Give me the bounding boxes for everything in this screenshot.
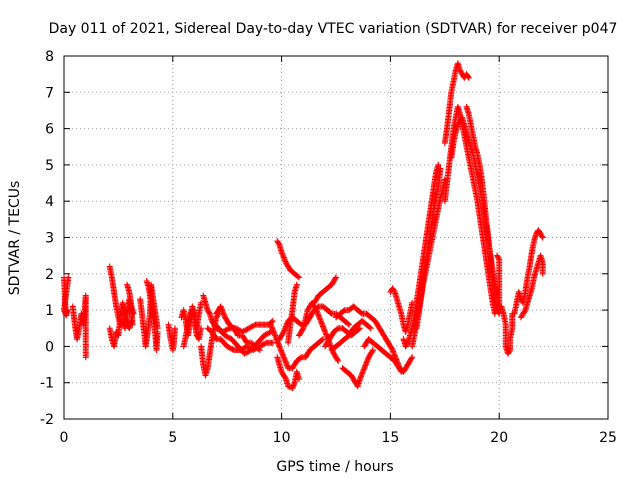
- y-tick-label: 0: [45, 339, 54, 355]
- data-point: [435, 161, 442, 168]
- x-tick-label: 0: [60, 430, 69, 446]
- data-point: [293, 281, 300, 288]
- data-point: [369, 348, 376, 355]
- x-axis-label: GPS time / hours: [276, 459, 393, 475]
- data-point: [404, 340, 411, 347]
- data-point: [539, 270, 546, 277]
- data-point: [296, 376, 303, 383]
- data-point: [229, 346, 236, 353]
- data-point: [506, 348, 513, 355]
- data-point: [251, 322, 258, 329]
- data-point: [65, 274, 72, 281]
- chart-title: Day 011 of 2021, Sidereal Day-to-day VTE…: [49, 21, 618, 37]
- data-point: [539, 234, 546, 241]
- data-point: [225, 325, 232, 332]
- data-point: [294, 273, 301, 280]
- data-point: [356, 325, 363, 332]
- x-tick-label: 10: [273, 430, 291, 446]
- data-point: [437, 165, 444, 172]
- y-tick-label: -2: [40, 412, 54, 428]
- data-point: [275, 240, 282, 247]
- x-tick-label: 15: [381, 430, 399, 446]
- data-point: [130, 310, 137, 317]
- data-point: [282, 374, 289, 381]
- data-point: [333, 274, 339, 281]
- y-axis-label: SDTVAR / TECUs: [7, 181, 23, 296]
- data-point: [495, 255, 502, 262]
- y-tick-label: 1: [45, 303, 54, 319]
- data-point: [262, 340, 269, 347]
- data-point: [346, 321, 353, 328]
- x-tick-label: 25: [599, 430, 617, 446]
- data-point: [312, 305, 319, 312]
- data-point: [296, 274, 303, 281]
- data-point: [538, 233, 545, 240]
- y-tick-label: -1: [40, 376, 54, 392]
- data-point: [269, 317, 276, 324]
- data-point: [171, 325, 178, 332]
- y-tick-label: 5: [45, 158, 54, 174]
- x-tick-labels: 0 5 10 15 20 25: [60, 430, 617, 446]
- plot-frame: [63, 55, 609, 420]
- y-tick-labels: -2 -1 0 1 2 3 4 5 6 7 8: [40, 49, 54, 428]
- data-point: [367, 325, 374, 332]
- data-point: [154, 328, 161, 335]
- data-point: [408, 355, 415, 362]
- data-point: [409, 354, 416, 361]
- data-point: [128, 317, 135, 324]
- data-point: [299, 326, 306, 333]
- data-point: [332, 275, 339, 282]
- data-point: [465, 74, 472, 81]
- data-point: [198, 325, 205, 332]
- data-point: [465, 73, 472, 80]
- data-point: [256, 347, 263, 354]
- data-point: [366, 324, 373, 331]
- data-point: [388, 345, 395, 352]
- data-point: [335, 357, 342, 364]
- data-point: [280, 330, 287, 337]
- data-points: [61, 60, 546, 392]
- x-tick-label: 20: [490, 430, 508, 446]
- data-point: [255, 346, 262, 353]
- y-tick-label: 3: [45, 231, 54, 247]
- data-point: [391, 287, 398, 294]
- data-point: [334, 356, 341, 363]
- y-tick-label: 6: [45, 122, 54, 138]
- x-tick-label: 5: [168, 430, 177, 446]
- data-point: [206, 309, 213, 316]
- y-tick-label: 7: [45, 85, 54, 101]
- data-point: [369, 347, 376, 354]
- data-point: [318, 337, 325, 344]
- data-point: [344, 320, 351, 327]
- data-point: [521, 308, 528, 315]
- y-tick-label: 2: [45, 267, 54, 283]
- y-tick-label: 4: [45, 194, 54, 210]
- y-tick-label: 8: [45, 49, 54, 65]
- data-point: [82, 354, 89, 361]
- grid-lines: [64, 56, 608, 419]
- data-point: [355, 326, 362, 333]
